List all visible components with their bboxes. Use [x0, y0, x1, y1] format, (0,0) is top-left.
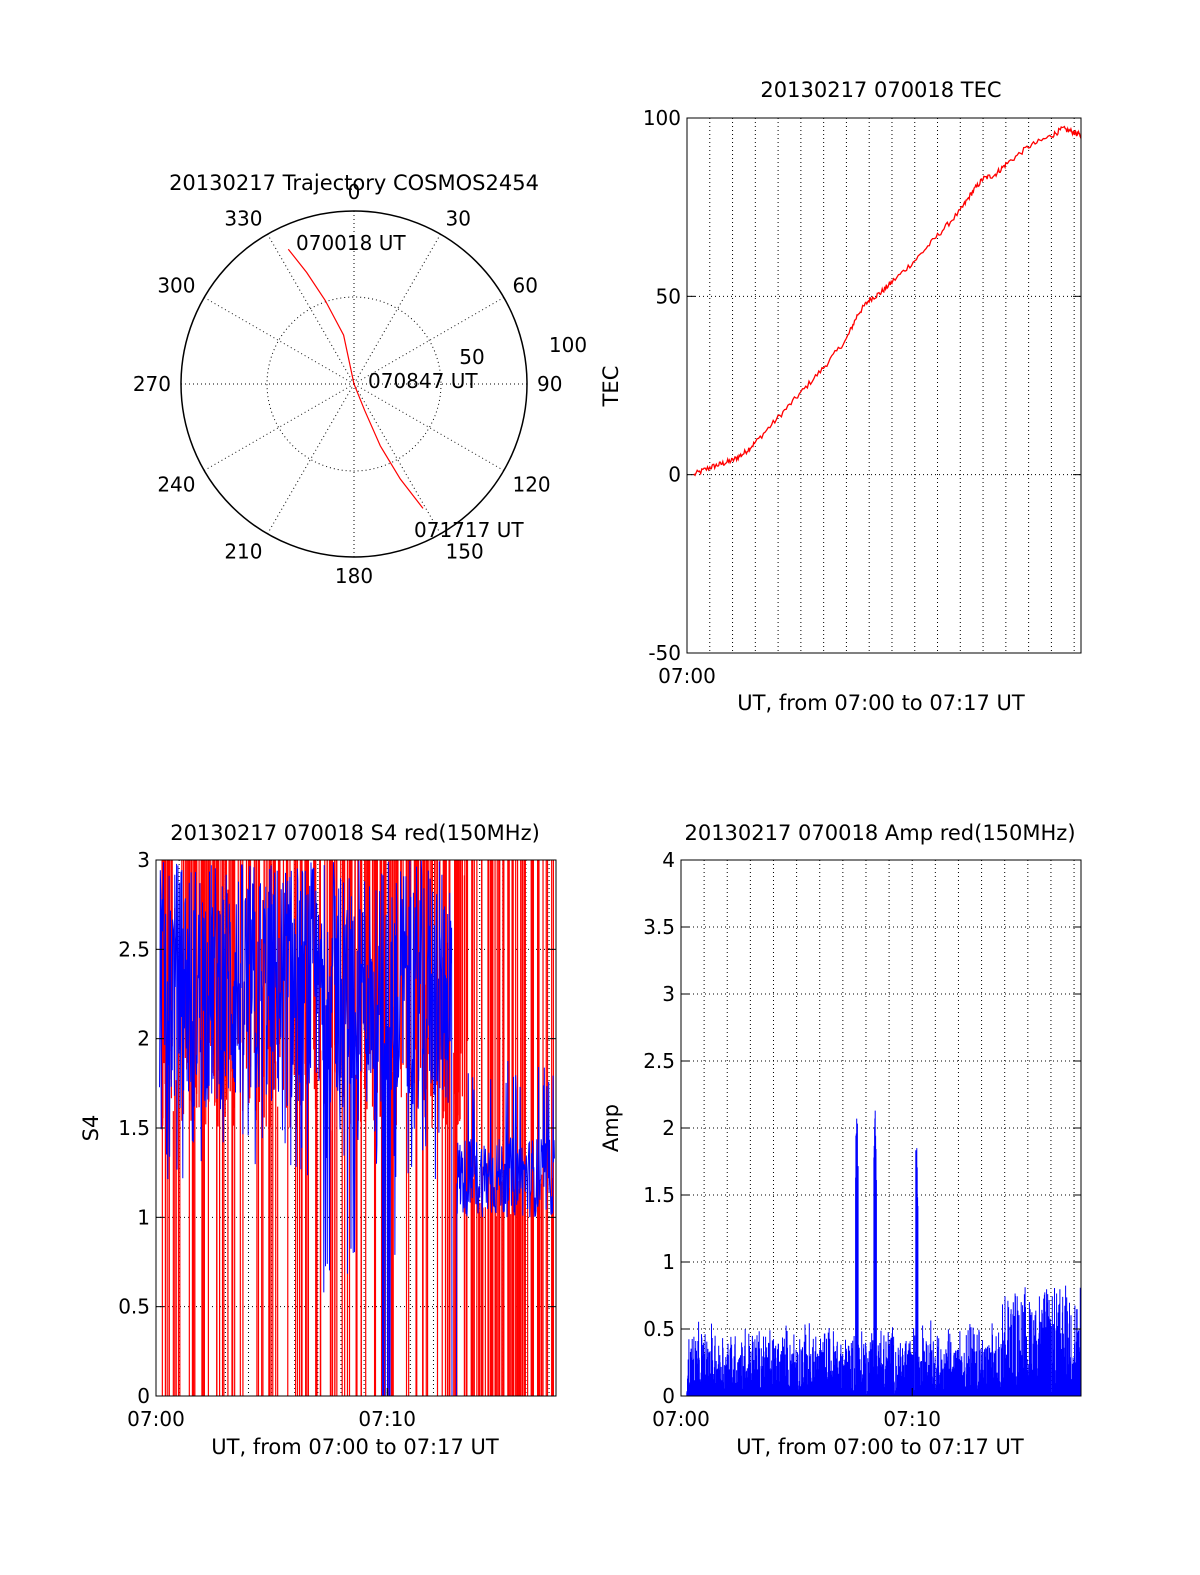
s4-blue-series — [159, 860, 555, 1397]
s4-ytick-label: 3 — [137, 848, 150, 872]
s4-ytick-label: 2 — [137, 1027, 150, 1051]
s4-xtick-label: 07:00 — [127, 1407, 185, 1431]
tec-ytick-label: 0 — [668, 463, 681, 487]
polar-angle-label-30: 30 — [446, 207, 471, 231]
amp-grid — [681, 860, 1081, 1396]
s4-ytick-label: 2.5 — [118, 937, 150, 961]
polar-inner-ring — [266, 296, 442, 472]
polar-grid — [180, 210, 528, 558]
polar-spoke — [203, 383, 355, 471]
amp-ytick-label: 0.5 — [643, 1317, 675, 1341]
tec-xtick-label: 07:00 — [658, 664, 716, 688]
tec-ytick-label: -50 — [648, 641, 681, 665]
s4-panel: 20130217 070018 S4 red(150MHz) 0 0.5 1 1.5 2… — [79, 821, 557, 1459]
annotation-end-time: 071717 UT — [414, 518, 524, 542]
polar-angle-labels: 0 30 60 90 120 150 180 210 240 270 300 330 — [133, 180, 563, 588]
polar-angle-label-0: 0 — [348, 180, 361, 204]
s4-xlabel: UT, from 07:00 to 07:17 UT — [211, 1435, 499, 1459]
amp-plot-frame — [680, 859, 1082, 1397]
amp-ytick-label: 3.5 — [643, 915, 675, 939]
tec-ytick-label: 100 — [643, 106, 681, 130]
amp-ytick-label: 2.5 — [643, 1049, 675, 1073]
tec-xlabel: UT, from 07:00 to 07:17 UT — [737, 691, 1025, 715]
tec-panel: 20130217 070018 TEC -50 0 50 100 07:00 UT, f… — [599, 78, 1082, 715]
polar-radial-label-100: 100 — [549, 333, 587, 357]
s4-ytick-label: 0 — [137, 1384, 150, 1408]
tec-series-line — [693, 125, 1082, 477]
tec-title: 20130217 070018 TEC — [760, 78, 1001, 102]
amp-panel: 20130217 070018 Amp red(150MHz) 0 0.5 1 1.5… — [599, 821, 1082, 1459]
polar-angle-label-240: 240 — [157, 473, 195, 497]
annotation-mid-time: 070847 UT — [368, 369, 478, 393]
amp-xtick-label: 07:10 — [883, 1407, 941, 1431]
s4-title: 20130217 070018 S4 red(150MHz) — [170, 821, 540, 845]
amp-ytick-label: 1.5 — [643, 1183, 675, 1207]
polar-title: 20130217 Trajectory COSMOS2454 — [169, 171, 539, 195]
tec-grid — [687, 118, 1081, 653]
polar-angle-label-210: 210 — [224, 539, 262, 563]
polar-spoke — [267, 383, 355, 535]
s4-ticks: 0 0.5 1 1.5 2 2.5 3 07:00 07:10 — [118, 848, 556, 1431]
s4-ytick-label: 1.5 — [118, 1116, 150, 1140]
polar-angle-label-180: 180 — [335, 564, 373, 588]
polar-spoke — [353, 383, 441, 535]
polar-spoke — [203, 297, 355, 385]
tec-ytick-label: 50 — [656, 284, 681, 308]
polar-angle-label-330: 330 — [224, 207, 262, 231]
polar-angle-label-300: 300 — [157, 274, 195, 298]
polar-spoke — [353, 383, 505, 471]
amp-ytick-label: 2 — [662, 1116, 675, 1140]
amp-ytick-label: 3 — [662, 982, 675, 1006]
polar-spoke — [267, 233, 355, 385]
polar-angle-label-90: 90 — [537, 372, 562, 396]
amp-xlabel: UT, from 07:00 to 07:17 UT — [736, 1435, 1024, 1459]
polar-spoke — [353, 297, 505, 385]
amp-ticks: 0 0.5 1 1.5 2 2.5 3 3.5 4 07:00 07:10 — [643, 848, 1081, 1431]
amp-ytick-label: 4 — [662, 848, 675, 872]
amp-ytick-label: 1 — [662, 1250, 675, 1274]
tec-ylabel: TEC — [599, 366, 623, 408]
s4-xtick-label: 07:10 — [358, 1407, 416, 1431]
amp-ytick-label: 0 — [662, 1384, 675, 1408]
trajectory-line — [287, 248, 424, 509]
polar-radial-label-50: 50 — [459, 345, 484, 369]
amp-xtick-label: 07:00 — [652, 1407, 710, 1431]
annotation-start-time: 070018 UT — [296, 231, 406, 255]
tec-plot-frame — [686, 117, 1082, 654]
s4-plot-frame — [155, 859, 557, 1397]
amp-ylabel: Amp — [599, 1104, 623, 1152]
tec-ticks: -50 0 50 100 07:00 — [643, 106, 1081, 688]
polar-trajectory-panel: 20130217 Trajectory COSMOS2454 0 30 60 90 12… — [133, 171, 587, 588]
amp-blue-series — [686, 1110, 1082, 1396]
polar-spoke — [353, 233, 441, 385]
s4-ytick-label: 0.5 — [118, 1295, 150, 1319]
polar-angle-label-60: 60 — [512, 274, 537, 298]
polar-angle-label-150: 150 — [446, 539, 484, 563]
polar-angle-label-120: 120 — [512, 473, 550, 497]
s4-ylabel: S4 — [79, 1115, 103, 1142]
s4-ytick-label: 1 — [137, 1205, 150, 1229]
polar-angle-label-270: 270 — [133, 372, 171, 396]
amp-title: 20130217 070018 Amp red(150MHz) — [684, 821, 1075, 845]
